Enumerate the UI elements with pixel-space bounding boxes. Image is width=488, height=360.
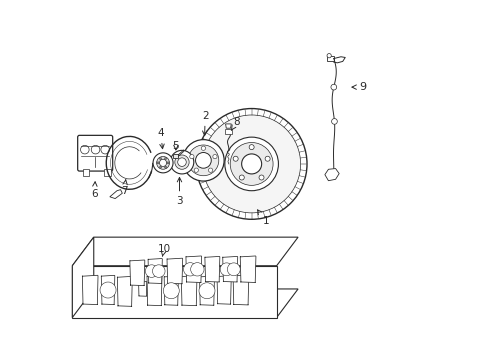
Circle shape	[156, 157, 169, 169]
Circle shape	[239, 175, 244, 180]
Polygon shape	[72, 289, 298, 318]
Text: 1: 1	[257, 210, 269, 226]
Bar	[326, 56, 333, 62]
Circle shape	[208, 168, 212, 172]
Polygon shape	[147, 276, 162, 306]
Text: 10: 10	[157, 244, 170, 256]
Polygon shape	[72, 266, 276, 318]
Circle shape	[331, 118, 337, 124]
Circle shape	[212, 154, 217, 159]
Polygon shape	[222, 256, 237, 282]
Polygon shape	[130, 260, 144, 285]
Circle shape	[170, 150, 193, 174]
FancyBboxPatch shape	[78, 135, 112, 171]
Circle shape	[183, 263, 197, 276]
Polygon shape	[138, 282, 146, 296]
Circle shape	[233, 156, 238, 161]
Text: 4: 4	[157, 128, 164, 149]
Text: 2: 2	[202, 111, 208, 135]
Circle shape	[220, 263, 233, 276]
Circle shape	[227, 263, 240, 276]
Circle shape	[230, 143, 272, 185]
Polygon shape	[117, 276, 132, 306]
Polygon shape	[324, 168, 339, 181]
Circle shape	[145, 265, 158, 277]
Bar	[83, 168, 89, 176]
Circle shape	[189, 154, 194, 159]
Polygon shape	[204, 256, 220, 282]
Bar	[173, 154, 178, 158]
Polygon shape	[82, 275, 98, 305]
Circle shape	[241, 154, 261, 174]
Circle shape	[183, 140, 224, 181]
Circle shape	[159, 157, 162, 159]
Circle shape	[100, 282, 116, 298]
Circle shape	[153, 153, 173, 173]
Circle shape	[224, 137, 278, 191]
Circle shape	[164, 166, 166, 168]
Bar	[225, 129, 231, 134]
Polygon shape	[72, 237, 298, 266]
Circle shape	[177, 158, 186, 166]
Circle shape	[188, 145, 218, 176]
Polygon shape	[101, 275, 115, 305]
Polygon shape	[233, 275, 248, 305]
Polygon shape	[164, 276, 178, 305]
Circle shape	[81, 145, 89, 154]
Polygon shape	[72, 237, 94, 318]
Circle shape	[159, 159, 166, 166]
Circle shape	[195, 153, 211, 168]
Circle shape	[196, 109, 306, 219]
Circle shape	[264, 156, 269, 161]
Bar	[104, 168, 111, 176]
Polygon shape	[225, 124, 231, 128]
Circle shape	[91, 145, 100, 154]
Circle shape	[259, 175, 264, 180]
Polygon shape	[148, 258, 162, 283]
Circle shape	[199, 283, 215, 299]
Circle shape	[152, 265, 165, 277]
Circle shape	[163, 283, 179, 299]
Polygon shape	[217, 276, 231, 304]
Circle shape	[194, 168, 198, 172]
Polygon shape	[110, 190, 122, 199]
Text: 6: 6	[91, 182, 98, 199]
Text: 3: 3	[176, 177, 183, 206]
Circle shape	[157, 162, 159, 164]
Circle shape	[159, 166, 162, 168]
Polygon shape	[185, 256, 201, 283]
Polygon shape	[199, 276, 214, 305]
Circle shape	[164, 157, 166, 159]
Circle shape	[203, 115, 300, 213]
Circle shape	[326, 54, 331, 58]
Circle shape	[166, 162, 169, 164]
Text: 8: 8	[231, 117, 240, 130]
Polygon shape	[240, 256, 255, 283]
Circle shape	[330, 84, 336, 90]
Text: 7: 7	[121, 180, 127, 196]
Polygon shape	[167, 258, 183, 284]
Circle shape	[101, 145, 109, 154]
Circle shape	[248, 145, 254, 150]
Circle shape	[201, 146, 205, 150]
Circle shape	[175, 155, 189, 169]
Text: 9: 9	[351, 82, 365, 92]
Circle shape	[190, 263, 203, 276]
Polygon shape	[181, 276, 197, 306]
Text: 5: 5	[172, 141, 179, 151]
